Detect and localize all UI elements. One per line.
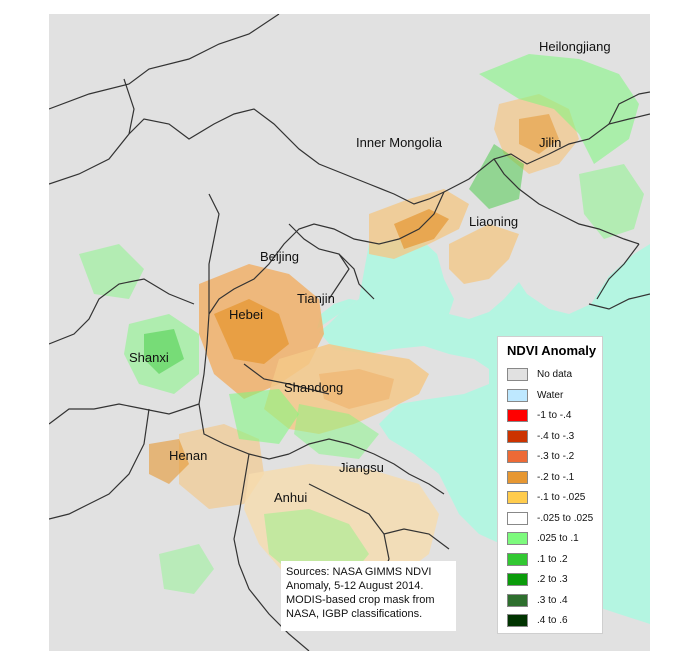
legend-label: -.1 to -.025 bbox=[537, 492, 586, 503]
bohai-bay bbox=[317, 239, 444, 329]
legend-label: -.025 to .025 bbox=[537, 512, 594, 524]
legend-title: NDVI Anomaly bbox=[507, 343, 597, 358]
label-liaoning: Liaoning bbox=[469, 214, 519, 229]
source-note: Sources: NASA GIMMS NDVI Anomaly, 5-12 A… bbox=[281, 561, 456, 631]
legend-swatch bbox=[507, 368, 528, 381]
legend-swatch bbox=[507, 573, 528, 586]
legend-swatch bbox=[507, 614, 528, 627]
legend-swatch bbox=[507, 388, 528, 402]
label-henan: Henan bbox=[169, 448, 208, 463]
label-shanxi: Shanxi bbox=[129, 350, 169, 365]
legend-label: No data bbox=[537, 369, 573, 380]
legend-label: -1 to -.4 bbox=[537, 410, 572, 421]
source-line: NASA, IGBP classifications. bbox=[286, 608, 423, 620]
source-line: MODIS-based crop mask from bbox=[286, 594, 435, 606]
label-hebei: Hebei bbox=[229, 307, 263, 322]
legend-swatch bbox=[507, 593, 528, 607]
legend-swatch bbox=[507, 409, 528, 422]
legend: NDVI Anomaly No data Water -1 to -.4 -.4 to… bbox=[497, 336, 603, 634]
province-boundaries bbox=[49, 14, 650, 651]
ndvi-anomaly-map: Heilongjiang Inner Mongolia Jilin Liaoni… bbox=[49, 14, 650, 651]
label-beijing: Beijing bbox=[260, 249, 300, 264]
label-anhui: Anhui bbox=[274, 490, 308, 505]
map-canvas bbox=[49, 14, 650, 651]
source-line: Anomaly, 5-12 August 2014. bbox=[286, 580, 424, 592]
source-line: Sources: NASA GIMMS NDVI bbox=[286, 566, 432, 578]
crop-green-patches bbox=[79, 54, 644, 594]
legend-swatch bbox=[507, 491, 528, 504]
legend-label: .025 to .1 bbox=[537, 533, 579, 544]
label-inner-mongolia: Inner Mongolia bbox=[356, 135, 442, 150]
label-jiangsu: Jiangsu bbox=[339, 460, 384, 475]
legend-swatch bbox=[507, 470, 528, 484]
legend-swatch bbox=[507, 532, 528, 545]
legend-label: .3 to .4 bbox=[537, 594, 568, 606]
label-jilin: Jilin bbox=[539, 135, 562, 150]
label-heilongjiang: Heilongjiang bbox=[539, 39, 611, 54]
legend-swatch bbox=[507, 450, 528, 463]
legend-swatch bbox=[507, 511, 528, 525]
legend-swatch bbox=[507, 552, 528, 566]
legend-label: -.2 to -.1 bbox=[537, 471, 575, 483]
legend-label: .2 to .3 bbox=[537, 574, 568, 585]
legend-label: Water bbox=[537, 389, 564, 401]
legend-swatch bbox=[507, 429, 528, 443]
label-shandong: Shandong bbox=[284, 380, 344, 395]
legend-label: -.3 to -.2 bbox=[537, 451, 575, 462]
legend-label: .4 to .6 bbox=[537, 615, 568, 626]
legend-label: .1 to .2 bbox=[537, 553, 568, 565]
legend-label: -.4 to -.3 bbox=[537, 430, 575, 442]
label-tianjin: Tianjin bbox=[297, 291, 335, 306]
crop-anomaly-patches bbox=[149, 94, 579, 594]
